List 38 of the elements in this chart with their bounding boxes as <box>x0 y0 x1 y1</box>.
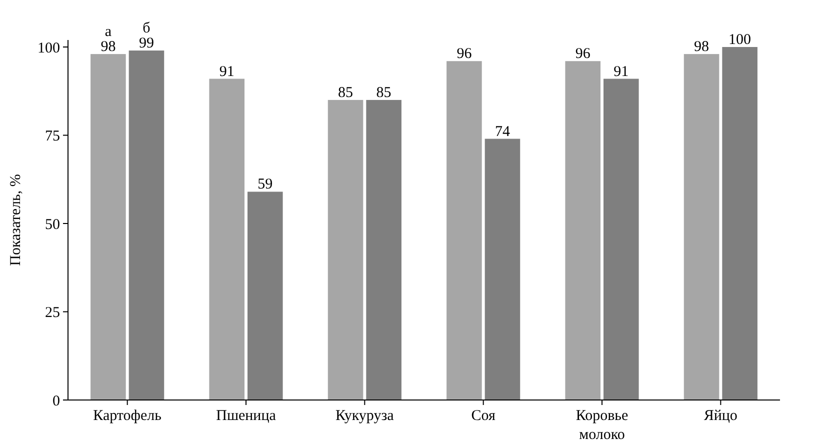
data-label: 91 <box>614 64 629 80</box>
x-tick-label: Соя <box>471 408 496 424</box>
data-label: 85 <box>376 84 392 101</box>
x-tick-label: Кукуруза <box>335 408 394 424</box>
data-label: 96 <box>575 46 591 62</box>
bar <box>484 138 520 400</box>
data-label: 98 <box>100 39 116 56</box>
x-tick-label: Коровье молоко <box>576 408 629 443</box>
bar <box>90 54 126 400</box>
bar <box>565 61 600 400</box>
y-axis-title: Показатель, % <box>8 174 24 266</box>
bar <box>366 100 402 400</box>
bar <box>209 78 244 400</box>
y-tick-label: 100 <box>38 40 60 56</box>
bar <box>684 54 720 400</box>
bar <box>722 47 758 400</box>
bar <box>328 100 364 400</box>
y-tick-label: 75 <box>45 128 60 144</box>
y-tick-label: 0 <box>52 393 60 410</box>
data-label: 99 <box>138 36 154 52</box>
x-tick-label: Яйцо <box>704 408 738 424</box>
data-label: 74 <box>494 124 510 140</box>
x-tick-label: Пшеница <box>216 408 276 424</box>
y-tick-label: 25 <box>45 305 60 321</box>
y-tick-label: 50 <box>45 216 60 233</box>
data-label: 85 <box>338 84 354 101</box>
series-label: б <box>142 20 151 37</box>
data-label: 59 <box>258 176 273 193</box>
bar <box>446 61 482 400</box>
data-label: 91 <box>219 64 234 80</box>
bar <box>604 78 639 400</box>
data-label: 96 <box>456 46 472 62</box>
bar <box>248 192 283 400</box>
x-tick-label: Картофель <box>93 408 162 424</box>
bar <box>128 50 164 400</box>
data-label: 98 <box>694 39 710 56</box>
series-label: а <box>104 24 112 40</box>
data-label: 100 <box>728 32 752 48</box>
